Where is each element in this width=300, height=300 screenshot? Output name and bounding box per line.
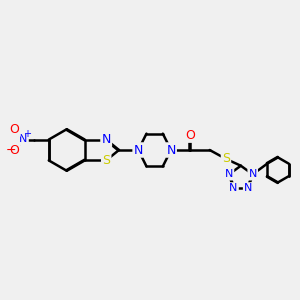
Text: −: −: [6, 144, 16, 157]
Text: S: S: [222, 152, 230, 165]
Text: N: N: [166, 143, 176, 157]
Text: N: N: [134, 143, 143, 157]
Text: O: O: [185, 129, 195, 142]
Text: N: N: [244, 183, 252, 193]
Text: O: O: [10, 143, 20, 157]
Text: S: S: [102, 154, 110, 167]
Text: O: O: [10, 123, 20, 136]
Text: N: N: [225, 169, 233, 179]
Text: N: N: [19, 134, 28, 144]
Text: N: N: [229, 183, 238, 193]
Text: N: N: [248, 169, 257, 179]
Text: +: +: [23, 129, 32, 139]
Text: N: N: [101, 133, 111, 146]
